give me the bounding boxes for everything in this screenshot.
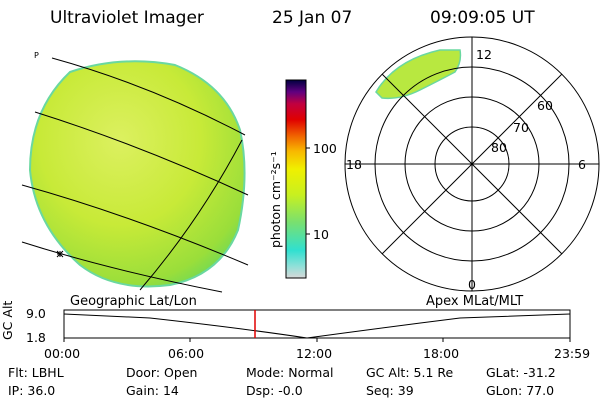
status-seq: Seq: 39 — [366, 383, 414, 398]
altitude-curve — [63, 313, 571, 339]
status-dsp: Dsp: -0.0 — [246, 383, 303, 398]
colorbar-tick-10: 10 — [313, 227, 329, 242]
time-tick-1200: 12:00 — [296, 346, 333, 361]
altitude-ytick-1-8: 1.8 — [26, 330, 46, 345]
status-gain: Gain: 14 — [126, 383, 179, 398]
auroral-oval-segment — [375, 49, 462, 100]
date-label: 25 Jan 07 — [272, 8, 353, 28]
subsatellite-point-icon — [56, 250, 64, 258]
time-label: 09:09:05 UT — [430, 8, 535, 28]
time-tick-1800: 18:00 — [423, 346, 460, 361]
instrument-title: Ultraviolet Imager — [50, 8, 204, 28]
altitude-ytick-9: 9.0 — [26, 306, 46, 321]
lat-lon-grid — [21, 57, 249, 293]
altitude-ylabel: GC Alt — [0, 300, 15, 340]
time-tick-0600: 06:00 — [168, 346, 205, 361]
earth-disk — [28, 60, 246, 288]
status-filter: Flt: LBHL — [8, 365, 64, 380]
mlt-label-18: 18 — [346, 157, 362, 172]
map-corner-mark: P — [34, 51, 39, 60]
status-glat: GLat: -31.2 — [486, 365, 556, 380]
status-mode: Mode: Normal — [246, 365, 334, 380]
status-gc-alt: GC Alt: 5.1 Re — [366, 365, 454, 380]
status-door: Door: Open — [126, 365, 198, 380]
mlt-label-6: 6 — [578, 157, 586, 172]
time-tick-2359: 23:59 — [554, 346, 591, 361]
mlt-label-0: 0 — [468, 277, 476, 292]
mlat-label-70: 70 — [513, 120, 529, 135]
colorbar-tick-100: 100 — [313, 141, 337, 156]
status-ip: IP: 36.0 — [8, 383, 56, 398]
status-glon: GLon: 77.0 — [486, 383, 555, 398]
mlat-label-80: 80 — [491, 140, 507, 155]
mlat-label-60: 60 — [537, 98, 553, 113]
geographic-caption: Geographic Lat/Lon — [70, 294, 197, 309]
apex-caption: Apex MLat/MLT — [426, 294, 524, 309]
time-tick-0000: 00:00 — [44, 346, 81, 361]
mlt-label-12: 12 — [476, 47, 492, 62]
